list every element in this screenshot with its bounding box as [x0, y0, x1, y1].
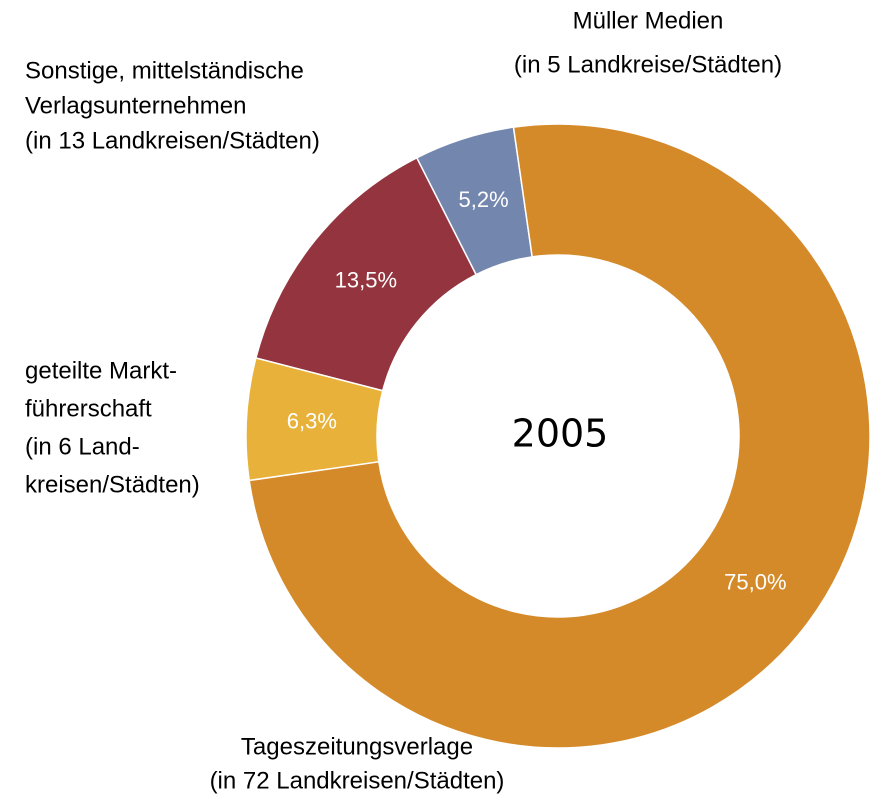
- category-label: führerschaft: [25, 395, 152, 422]
- category-label: Verlagsunternehmen: [25, 92, 246, 119]
- category-label: (in 13 Landkreisen/Städten): [25, 127, 320, 154]
- center-label: 2005: [512, 412, 609, 456]
- category-label: Sonstige, mittelständische: [25, 57, 304, 84]
- donut-segment: [245, 357, 384, 482]
- category-label: (in 5 Landkreise/Städten): [514, 51, 782, 78]
- donut-segment: [248, 123, 871, 749]
- category-label: Müller Medien: [573, 7, 724, 34]
- value-label: 6,3%: [287, 408, 337, 433]
- category-label: (in 6 Land-: [25, 433, 140, 460]
- category-label: (in 72 Landkreisen/Städten): [210, 767, 505, 794]
- value-label: 5,2%: [459, 187, 509, 212]
- donut-segment: [254, 156, 478, 392]
- category-label: kreisen/Städten): [25, 471, 200, 498]
- category-label: Tageszeitungsverlage: [241, 733, 473, 760]
- value-label: 75,0%: [724, 569, 786, 594]
- category-label: geteilte Markt-: [25, 357, 177, 384]
- value-label: 13,5%: [335, 267, 397, 292]
